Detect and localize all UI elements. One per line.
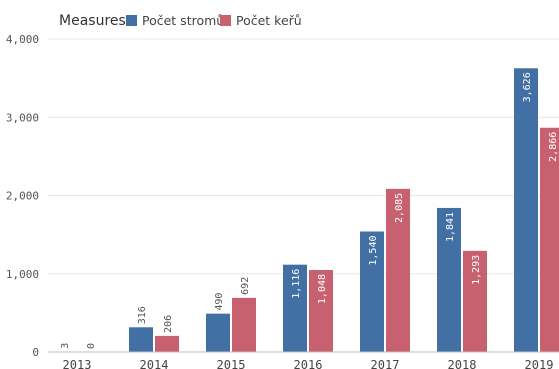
bar-labels: 3 0 316 206 490 692 1,116 1,048 1,540 2,085 1,841 1… <box>60 72 559 349</box>
legend-title: Measures <box>59 13 126 29</box>
bar-pocet-keru-2015 <box>232 297 256 352</box>
bar-pocet-stromu-2016 <box>283 264 307 352</box>
bar-label-pocet-keru-2013: 0 <box>86 343 97 349</box>
bar-label-pocet-keru-2014: 206 <box>163 315 174 333</box>
bar-label-pocet-stromu-2015: 490 <box>214 293 225 311</box>
bar-pocet-stromu-2017 <box>360 231 384 352</box>
x-tick-label-2014: 2014 <box>140 358 169 369</box>
bar-pocet-keru-2016 <box>309 269 333 352</box>
bar-label-pocet-keru-2018: 1,293 <box>471 255 482 285</box>
bar-pocet-stromu-2014 <box>129 327 153 352</box>
x-axis-ticks: 2013 2014 2015 2016 2017 2018 2019 <box>63 358 554 369</box>
legend-label-pocet-keru: Počet keřů <box>236 13 302 28</box>
x-tick-label-2019: 2019 <box>525 358 554 369</box>
bar-label-pocet-keru-2016: 1,048 <box>317 274 328 304</box>
legend-swatch-pocet-keru <box>220 15 231 26</box>
bar-label-pocet-keru-2019: 2,866 <box>548 132 559 162</box>
bar-label-pocet-keru-2017: 2,085 <box>394 193 405 223</box>
y-axis-ticks: 0 1,000 2,000 3,000 4,000 <box>6 33 39 359</box>
x-tick-label-2017: 2017 <box>371 358 400 369</box>
bar-label-pocet-stromu-2018: 1,841 <box>445 212 456 242</box>
bar-pocet-stromu-2019 <box>514 68 538 352</box>
bar-label-pocet-stromu-2017: 1,540 <box>368 235 379 265</box>
bar-pocet-keru-2019 <box>540 127 559 352</box>
bar-pocet-stromu-2015 <box>206 313 230 352</box>
bar-label-pocet-stromu-2019: 3,626 <box>522 72 533 102</box>
y-tick-label-3000: 3,000 <box>6 111 39 124</box>
x-tick-label-2015: 2015 <box>217 358 246 369</box>
bar-pocet-keru-2014 <box>155 335 179 352</box>
bar-label-pocet-stromu-2014: 316 <box>137 306 148 324</box>
bars <box>52 68 559 352</box>
legend-swatch-pocet-stromu <box>126 15 137 26</box>
bar-pocet-keru-2018 <box>463 250 487 352</box>
bar-pocet-stromu-2018 <box>437 207 461 352</box>
x-tick-label-2016: 2016 <box>294 358 323 369</box>
y-tick-label-4000: 4,000 <box>6 33 39 46</box>
x-tick-label-2013: 2013 <box>63 358 92 369</box>
bar-label-pocet-stromu-2013: 3 <box>60 343 71 349</box>
bar-pocet-keru-2017 <box>386 188 410 352</box>
bar-label-pocet-keru-2015: 692 <box>240 277 251 295</box>
y-tick-label-1000: 1,000 <box>6 268 39 281</box>
y-tick-label-0: 0 <box>32 346 39 359</box>
x-tick-label-2018: 2018 <box>448 358 477 369</box>
y-tick-label-2000: 2,000 <box>6 190 39 203</box>
legend: Measures Počet stromů Počet keřů <box>59 13 302 29</box>
bar-label-pocet-stromu-2016: 1,116 <box>291 269 302 299</box>
legend-label-pocet-stromu: Počet stromů <box>142 13 224 28</box>
